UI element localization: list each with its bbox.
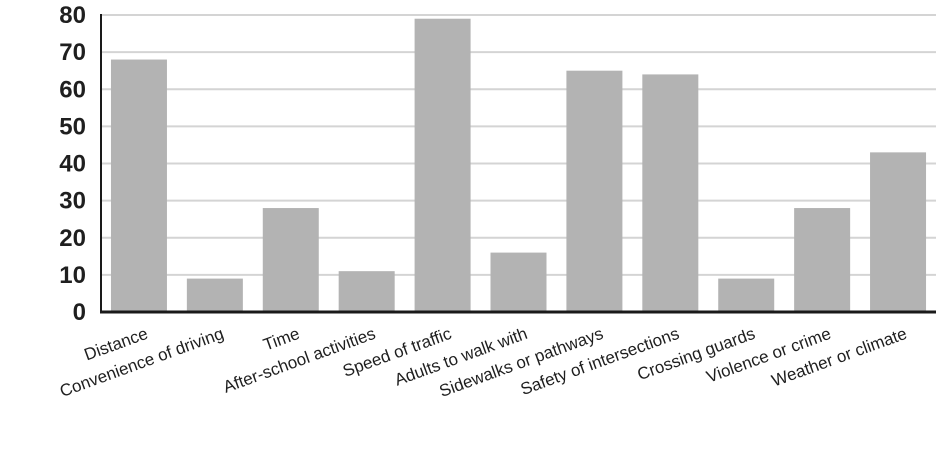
axes <box>100 14 936 314</box>
bar <box>490 252 547 312</box>
bar <box>794 208 851 312</box>
bar <box>262 208 319 312</box>
bar <box>414 18 471 313</box>
y-tick-label: 80 <box>59 2 86 29</box>
y-tick-label: 70 <box>59 39 86 66</box>
bar <box>566 70 623 312</box>
gridlines <box>101 14 936 276</box>
y-tick-label: 30 <box>59 188 86 215</box>
bar <box>186 278 243 312</box>
y-tick-label: 20 <box>59 225 86 252</box>
y-tick-label: 40 <box>59 151 86 178</box>
bar <box>718 278 775 312</box>
bar <box>642 74 699 313</box>
x-tick-label: Time <box>261 324 302 355</box>
bar <box>870 152 927 312</box>
bar <box>338 271 395 312</box>
y-tick-labels: 0 10 20 30 40 50 60 70 80 <box>59 2 86 326</box>
y-tick-label: 60 <box>59 76 86 103</box>
y-tick-label: 0 <box>73 299 86 326</box>
y-tick-label: 10 <box>59 262 86 289</box>
bar <box>110 59 167 312</box>
bars <box>110 18 927 313</box>
y-tick-label: 50 <box>59 113 86 140</box>
